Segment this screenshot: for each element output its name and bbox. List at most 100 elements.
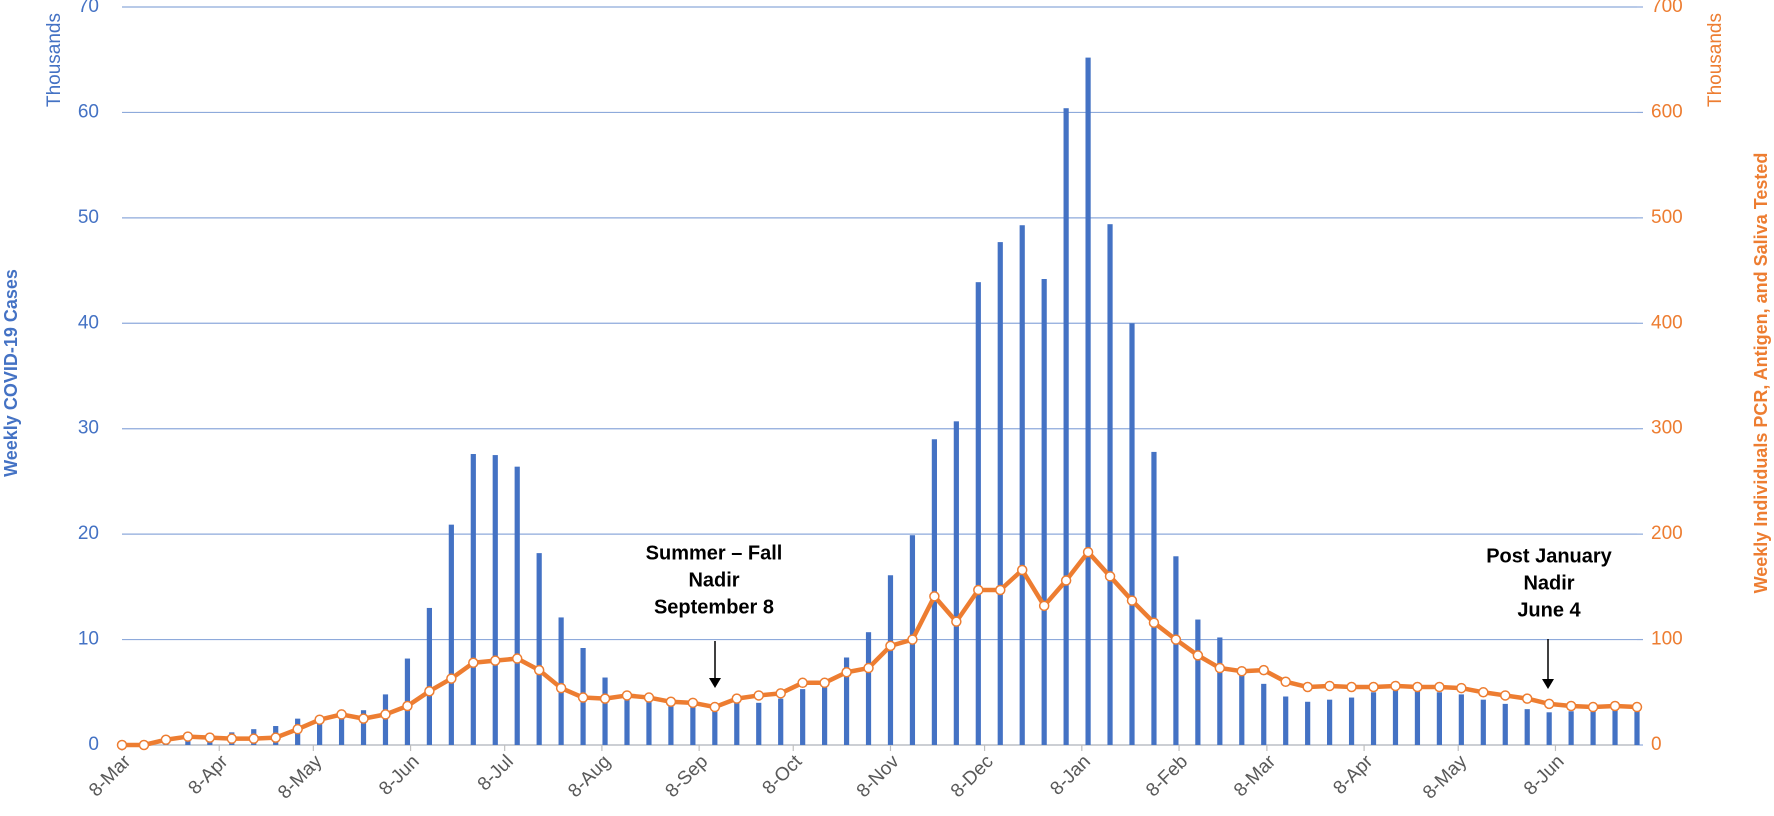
line-marker [1500,690,1511,701]
line-marker [1104,571,1116,582]
y-tick-label: 30 [78,418,99,439]
x-tick-label: 8-Nov [853,751,904,802]
line-marker [643,692,655,703]
line-marker [116,739,128,751]
x-tick-label: 8-Jan [1046,751,1094,799]
bar [514,466,520,745]
line-marker [555,682,567,694]
annotation: September 8 [654,596,774,618]
annotation: Nadir [1523,572,1574,594]
y2-tick-label: 500 [1651,207,1683,228]
line-marker [819,677,830,689]
bar [426,607,432,745]
line-marker [1324,680,1335,692]
bar [602,677,608,745]
line-marker [599,693,611,704]
line-marker [1346,681,1357,693]
y2-tick-label: 600 [1651,101,1683,122]
bar [887,575,894,745]
annotation: Post January [1486,545,1612,567]
line-marker [1236,665,1248,677]
line-marker [1126,595,1138,606]
line-marker [841,667,852,678]
line-marker [182,731,194,742]
line-marker [995,584,1006,596]
line-marker [709,701,721,713]
bar [1590,710,1596,745]
line-marker [138,739,150,751]
bar [1634,710,1640,745]
line-marker [775,688,786,699]
bar [734,699,740,745]
y-tick-label: 40 [78,312,99,333]
line-marker [731,693,743,704]
y2-axis-title: Weekly Individuals PCR, Antigen, and Sal… [1751,153,1771,594]
bar [1568,711,1574,745]
line-marker [1280,676,1291,687]
bar [997,242,1003,745]
line-marker [1521,693,1533,704]
x-tick-label: 8-Sep [662,751,713,802]
bar [360,710,367,745]
y2-tick-label: 0 [1651,734,1662,755]
line-marker [797,677,808,689]
x-tick-label: 8-Apr [185,751,233,799]
bar [1480,699,1486,745]
line-marker [1082,546,1094,558]
line-marker [753,690,764,701]
y-axis-units: Thousands [44,13,65,107]
line-marker [424,685,435,697]
y2-tick-label: 200 [1651,523,1683,544]
line-marker [1258,664,1269,676]
bar [1129,323,1135,745]
bar [624,692,630,745]
bar [1348,697,1355,745]
bar [822,678,828,745]
line-marker [446,673,457,684]
bar [865,632,872,745]
bar [1612,708,1618,745]
line-marker [204,732,216,743]
line-marker [1192,650,1204,661]
bar [1370,692,1377,745]
bar [1239,671,1245,745]
bar [1041,279,1047,745]
bar [1436,692,1442,745]
line-marker [1214,662,1226,674]
line-marker [1587,701,1599,713]
line-marker [863,662,874,674]
line-marker [951,616,962,627]
line-marker [160,734,172,745]
annotation-arrowhead [1542,679,1554,689]
line-marker [226,733,238,744]
bar [668,700,674,745]
line-marker [687,697,699,709]
line-marker [1456,682,1467,694]
x-tick-label: 8-Apr [1329,751,1377,799]
bar [712,704,718,745]
bar [1107,224,1113,745]
line-marker [1565,700,1577,712]
y2-tick-label: 400 [1651,312,1683,333]
y-tick-label: 0 [88,734,99,755]
y-tick-label: 60 [78,101,99,122]
line-marker [1609,700,1621,712]
line-marker [621,690,633,701]
x-tick-label: 8-Oct [759,751,807,799]
bar [1217,637,1223,745]
bar [646,696,652,745]
y-tick-label: 70 [78,0,99,17]
bar [1327,699,1333,745]
y2-tick-label: 300 [1651,418,1683,439]
bar [800,689,806,745]
line-marker [358,713,369,724]
line-marker [1543,698,1555,710]
bar [1019,225,1025,746]
annotation: June 4 [1517,599,1581,621]
line-marker [336,709,347,720]
bar [492,455,498,745]
y-axis-title: Weekly COVID-19 Cases [1,269,21,477]
bar [1283,696,1289,745]
